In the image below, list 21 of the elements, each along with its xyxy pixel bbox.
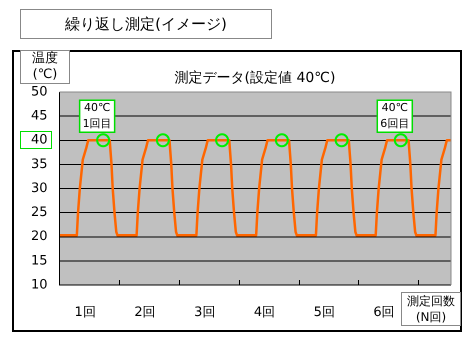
y-tick-label: 25 bbox=[30, 205, 48, 220]
x-tick-label: 1回 bbox=[74, 305, 96, 320]
chart-title: 繰り返し測定(イメージ) bbox=[20, 9, 272, 39]
y-tick-label: 45 bbox=[30, 108, 48, 124]
y-tick-label: 15 bbox=[30, 253, 48, 268]
x-axis-title: 測定回数 (N回) bbox=[401, 292, 461, 326]
x-tick-label: 4回 bbox=[254, 305, 276, 320]
y-tick-label: 40 bbox=[30, 132, 48, 148]
x-tick-label: 5回 bbox=[314, 305, 335, 320]
x-tick-label: 2回 bbox=[134, 305, 156, 320]
y-tick-label: 35 bbox=[30, 156, 48, 172]
chart-subtitle: 測定データ(設定値 40℃) bbox=[174, 69, 336, 87]
annotation: 40℃ 1回目 bbox=[82, 101, 112, 130]
y-tick-label: 20 bbox=[30, 229, 48, 244]
y-axis-title: 温度 (℃) bbox=[20, 50, 70, 84]
y-tick-label: 30 bbox=[30, 180, 48, 196]
x-tick-label: 3回 bbox=[194, 305, 216, 320]
annotation: 40℃ 6回目 bbox=[380, 101, 410, 130]
x-tick-label: 6回 bbox=[373, 305, 395, 320]
y-tick-label: 50 bbox=[30, 84, 48, 100]
y-tick-label: 10 bbox=[30, 277, 48, 292]
